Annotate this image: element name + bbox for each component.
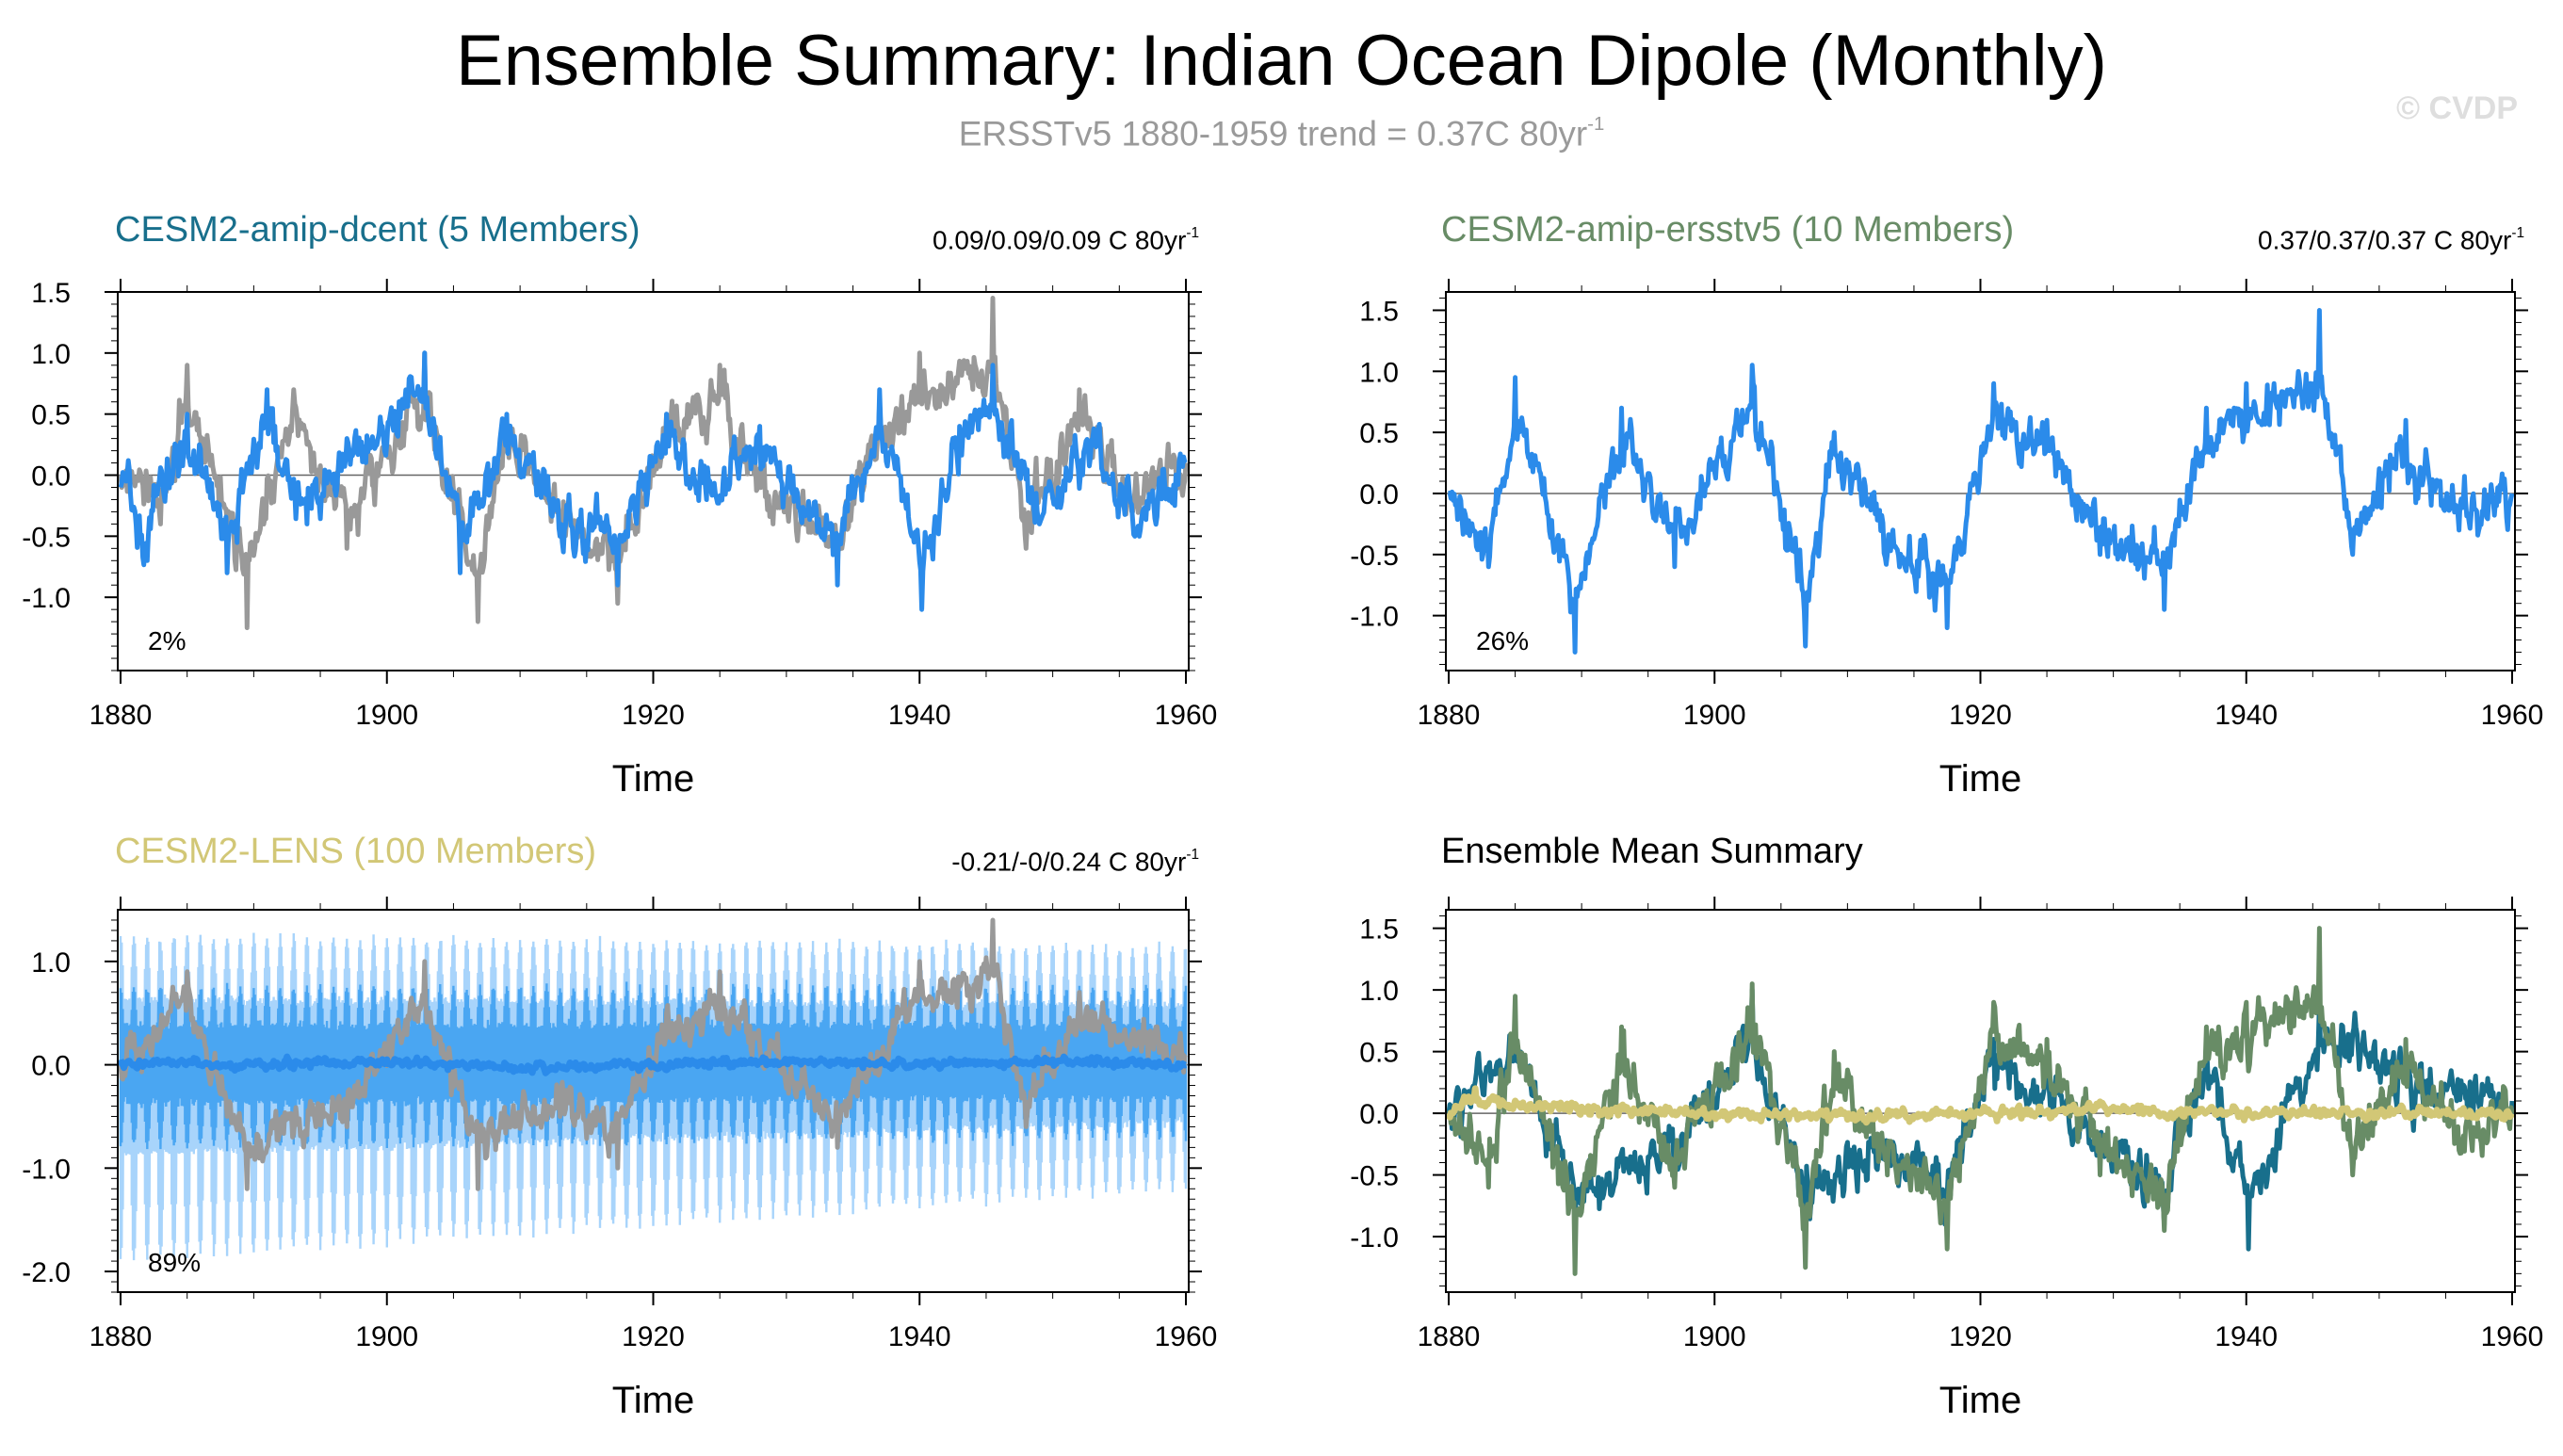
- y-tick-label: -1.0: [1350, 602, 1399, 633]
- plot-area: [1446, 926, 2515, 1276]
- x-tick-label: 1880: [1418, 1321, 1481, 1352]
- x-tick-label: 1920: [1949, 1321, 2012, 1352]
- x-axis-label: Time: [1939, 758, 2021, 800]
- plot-area: [1446, 308, 2515, 655]
- y-tick-label: -0.5: [1350, 541, 1399, 572]
- cvdp-watermark: © CVDP: [2396, 90, 2518, 126]
- panel-3-trend-sup: -1: [1186, 846, 1199, 863]
- x-tick-label: 1920: [1949, 700, 2012, 731]
- y-tick-label: 0.0: [31, 1051, 71, 1082]
- x-tick-label: 1940: [2214, 1321, 2278, 1352]
- panel-1-trend-text: 0.09/0.09/0.09 C 80yr: [933, 225, 1187, 255]
- x-axis-label: Time: [612, 758, 694, 800]
- x-tick-label: 1940: [888, 700, 951, 731]
- x-tick-label: 1920: [622, 1321, 685, 1352]
- plot-area: [118, 917, 1189, 1261]
- panel-2-trend: 0.37/0.37/0.37 C 80yr-1: [2258, 220, 2524, 255]
- figure-title: Ensemble Summary: Indian Ocean Dipole (M…: [456, 21, 2107, 101]
- panel-2-trend-sup: -1: [2511, 224, 2524, 241]
- x-axis-label: Time: [612, 1380, 694, 1421]
- plot-area: [118, 296, 1189, 631]
- x-tick-label: 1960: [1155, 1321, 1218, 1352]
- x-tick-label: 1940: [888, 1321, 951, 1352]
- y-tick-label: 0.0: [1359, 479, 1399, 510]
- y-tick-label: -2.0: [22, 1257, 71, 1288]
- x-axis-label: Time: [1939, 1380, 2021, 1421]
- x-tick-label: 1880: [89, 1321, 153, 1352]
- panel-1-trend: 0.09/0.09/0.09 C 80yr-1: [933, 220, 1199, 255]
- panel-4-title: Ensemble Mean Summary: [1441, 832, 1863, 871]
- percent-label: 2%: [148, 626, 186, 655]
- subtitle-superscript: -1: [1587, 113, 1605, 135]
- y-tick-label: 1.0: [31, 947, 71, 979]
- series-ensemble-mean: [118, 1053, 1189, 1076]
- y-tick-label: -0.5: [1350, 1161, 1399, 1192]
- x-tick-label: 1900: [355, 1321, 418, 1352]
- y-tick-label: 0.5: [1359, 418, 1399, 449]
- chart-panel-1: 1.5 1.0 0.5 0.0 -0.5 -1.0 1880 1900 1920 1940 1960…: [22, 278, 1217, 800]
- y-tick-label: 0.5: [31, 400, 71, 431]
- panel-3-trend-text: -0.21/-0/0.24 C 80yr: [951, 847, 1187, 877]
- chart-panel-3: 1.0 0.0 -1.0 -2.0 1880 1900 1920 1940 1960 Time 89…: [22, 897, 1217, 1421]
- series-ensemble-member: [118, 350, 1188, 612]
- panel-1-title: CESM2-amip-dcent (5 Members): [115, 210, 641, 250]
- panel-3-trend: -0.21/-0/0.24 C 80yr-1: [951, 842, 1199, 877]
- chart-panel-4: 1.5 1.0 0.5 0.0 -0.5 -1.0 1880 1900 1920 1940 1960…: [1350, 897, 2543, 1421]
- y-tick-label: 1.0: [1359, 976, 1399, 1007]
- y-tick-label: 1.0: [1359, 357, 1399, 388]
- y-tick-label: 1.5: [31, 278, 71, 309]
- x-tick-label: 1960: [1155, 700, 1218, 731]
- chart-panel-2: 1.5 1.0 0.5 0.0 -0.5 -1.0 1880 1900 1920 1940 1960…: [1350, 279, 2543, 800]
- x-tick-label: 1960: [2481, 700, 2544, 731]
- y-tick-label: -1.0: [22, 583, 71, 614]
- y-tick-label: 0.5: [1359, 1038, 1399, 1069]
- series-cesm2-amip-ersstv5: [1447, 926, 2515, 1276]
- panel-1-trend-sup: -1: [1186, 224, 1199, 241]
- figure-subtitle: ERSSTv5 1880-1959 trend = 0.37C 80yr-1: [0, 107, 2563, 154]
- panel-3-title: CESM2-LENS (100 Members): [115, 832, 597, 871]
- x-tick-label: 1880: [1418, 700, 1481, 731]
- series-cesm2-amip-dcent: [1446, 987, 2515, 1252]
- series-ensemble-member: [1447, 308, 2515, 655]
- x-tick-label: 1960: [2481, 1321, 2544, 1352]
- y-tick-label: -1.0: [22, 1154, 71, 1185]
- panel-2-title: CESM2-amip-ersstv5 (10 Members): [1441, 210, 2015, 250]
- x-tick-label: 1920: [622, 700, 685, 731]
- x-tick-label: 1900: [1683, 1321, 1746, 1352]
- y-tick-label: 1.0: [31, 339, 71, 370]
- y-tick-label: 1.5: [1359, 296, 1399, 327]
- y-tick-label: 0.0: [1359, 1099, 1399, 1130]
- x-tick-label: 1900: [1683, 700, 1746, 731]
- percent-label: 89%: [148, 1248, 201, 1277]
- subtitle-text: ERSSTv5 1880-1959 trend = 0.37C 80yr: [958, 114, 1588, 154]
- y-tick-label: -1.0: [1350, 1222, 1399, 1254]
- x-tick-label: 1900: [355, 700, 418, 731]
- x-tick-label: 1940: [2214, 700, 2278, 731]
- series-cesm2-lens: [1446, 1085, 2515, 1126]
- y-tick-label: -0.5: [22, 522, 71, 553]
- y-tick-label: 0.0: [31, 461, 71, 493]
- x-tick-label: 1880: [89, 700, 153, 731]
- y-tick-label: 1.5: [1359, 914, 1399, 946]
- percent-label: 26%: [1476, 626, 1529, 655]
- panel-2-trend-text: 0.37/0.37/0.37 C 80yr: [2258, 225, 2512, 255]
